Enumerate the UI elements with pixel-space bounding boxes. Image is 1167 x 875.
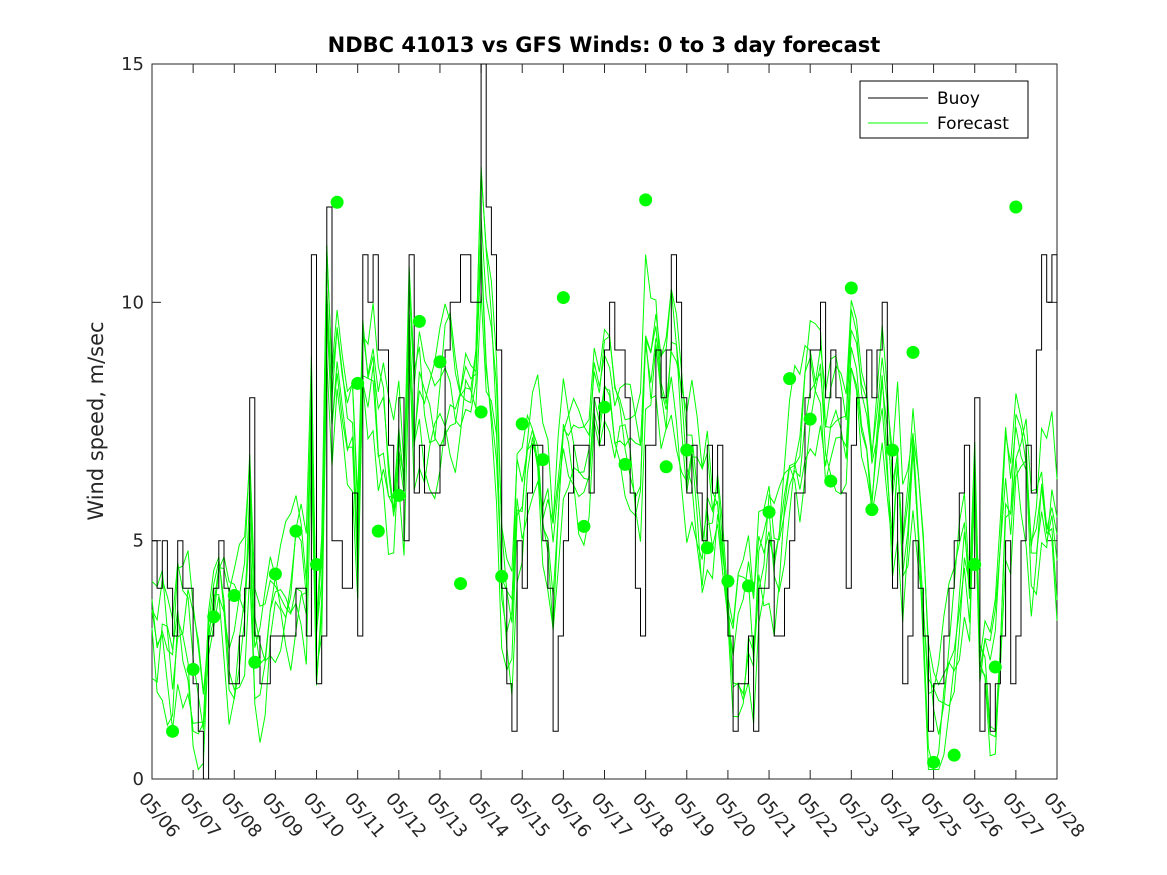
forecast-marker xyxy=(885,443,899,457)
forecast-marker xyxy=(927,755,941,769)
forecast-marker xyxy=(474,405,488,419)
forecast-marker xyxy=(166,724,180,738)
y-axis-label: Wind speed, m/sec xyxy=(84,321,108,520)
forecast-marker xyxy=(556,291,570,305)
forecast-marker xyxy=(639,193,653,207)
forecast-marker xyxy=(598,400,611,414)
y-tick-label: 0 xyxy=(133,769,144,790)
forecast-marker xyxy=(433,355,447,369)
buoy-line xyxy=(152,63,1058,780)
y-tick-label: 10 xyxy=(121,292,144,313)
forecast-marker xyxy=(454,577,468,591)
forecast-marker xyxy=(289,524,303,538)
y-tick-label: 5 xyxy=(133,531,144,552)
forecast-marker xyxy=(659,460,673,474)
forecast-marker xyxy=(248,655,262,669)
forecast-marker xyxy=(351,376,365,390)
forecast-marker xyxy=(186,662,200,676)
forecast-line xyxy=(151,217,1058,730)
forecast-marker xyxy=(371,524,385,538)
forecast-marker xyxy=(310,558,324,571)
forecast-marker xyxy=(865,503,879,517)
forecast-marker xyxy=(741,579,755,593)
forecast-marker xyxy=(536,453,550,467)
chart-title: NDBC 41013 vs GFS Winds: 0 to 3 day fore… xyxy=(328,33,881,57)
forecast-marker xyxy=(783,372,797,386)
forecast-marker xyxy=(227,588,241,602)
forecast-marker xyxy=(207,610,221,624)
forecast-marker xyxy=(906,345,920,359)
forecast-marker xyxy=(392,488,406,502)
forecast-marker xyxy=(330,195,344,209)
legend-label-buoy: Buoy xyxy=(937,89,980,109)
legend-label-forecast: Forecast xyxy=(937,114,1009,134)
forecast-marker xyxy=(680,443,694,457)
legend: Buoy Forecast xyxy=(859,80,1029,139)
forecast-marker xyxy=(700,541,714,555)
y-tick-label: 15 xyxy=(121,54,144,75)
plot-area: 05101505/0605/0705/0805/0905/1005/1105/1… xyxy=(121,54,1089,842)
forecast-marker xyxy=(824,474,838,488)
legend-box xyxy=(859,80,1029,139)
forecast-marker xyxy=(968,558,982,571)
forecast-marker xyxy=(844,281,858,295)
forecast-line xyxy=(151,173,1058,695)
forecast-marker xyxy=(721,574,735,588)
forecast-marker xyxy=(947,748,961,762)
forecast-marker xyxy=(268,567,282,581)
forecast-marker xyxy=(495,569,509,583)
forecast-marker xyxy=(515,417,529,431)
forecast-marker xyxy=(618,457,632,471)
forecast-marker xyxy=(803,412,817,426)
forecast-marker xyxy=(762,505,776,519)
forecast-marker xyxy=(577,519,591,533)
forecast-marker xyxy=(1009,200,1023,214)
forecast-marker xyxy=(988,660,1002,674)
forecast-marker xyxy=(412,314,426,328)
